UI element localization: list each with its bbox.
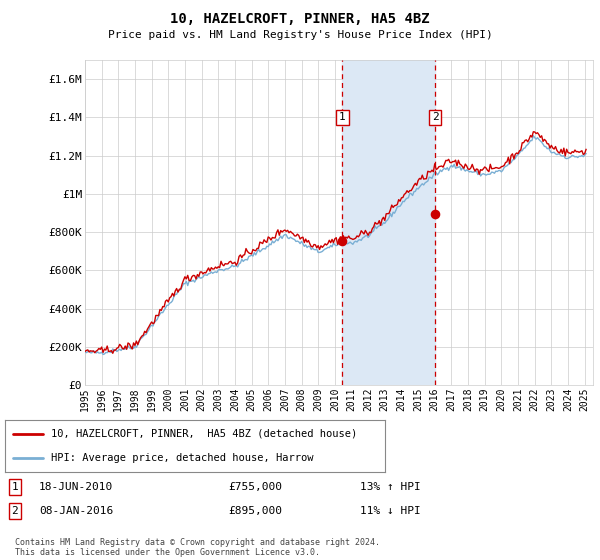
Point: [338, 236, 347, 245]
Text: 13% ↑ HPI: 13% ↑ HPI: [360, 482, 421, 492]
Text: 1: 1: [11, 482, 19, 492]
Text: 10, HAZELCROFT, PINNER, HA5 4BZ: 10, HAZELCROFT, PINNER, HA5 4BZ: [170, 12, 430, 26]
Bar: [343, 60, 435, 385]
Text: 08-JAN-2016: 08-JAN-2016: [39, 506, 113, 516]
Text: Price paid vs. HM Land Registry's House Price Index (HPI): Price paid vs. HM Land Registry's House …: [107, 30, 493, 40]
Text: 2: 2: [11, 506, 19, 516]
Text: £895,000: £895,000: [228, 506, 282, 516]
Text: £755,000: £755,000: [228, 482, 282, 492]
Text: 10, HAZELCROFT, PINNER,  HA5 4BZ (detached house): 10, HAZELCROFT, PINNER, HA5 4BZ (detache…: [50, 428, 357, 438]
Text: 1: 1: [339, 113, 346, 122]
Text: Contains HM Land Registry data © Crown copyright and database right 2024.
This d: Contains HM Land Registry data © Crown c…: [15, 538, 380, 557]
Point: [430, 209, 440, 218]
Text: 11% ↓ HPI: 11% ↓ HPI: [360, 506, 421, 516]
Text: 2: 2: [432, 113, 439, 122]
Text: 18-JUN-2010: 18-JUN-2010: [39, 482, 113, 492]
Text: HPI: Average price, detached house, Harrow: HPI: Average price, detached house, Harr…: [50, 454, 313, 464]
